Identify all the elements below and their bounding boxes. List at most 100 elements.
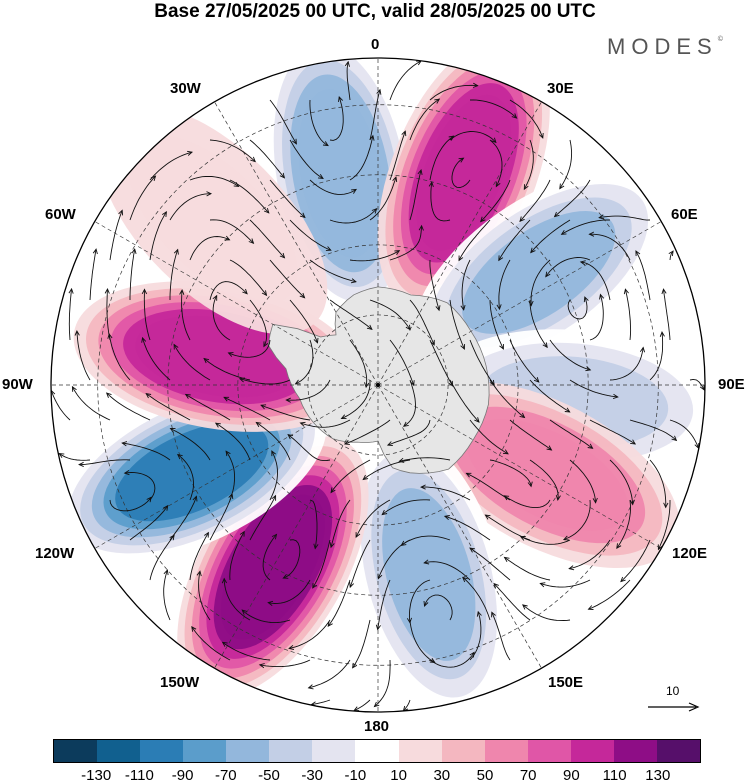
streamline-path [469,419,509,455]
streamline-arrowhead [131,248,137,255]
streamline [423,559,471,581]
streamline-arrowhead [271,494,277,501]
streamline-arrowhead [394,250,401,256]
streamline-path [589,233,631,261]
anomaly-blob-6 [349,433,508,712]
streamline-path [72,386,111,421]
streamline-arrowhead [639,346,646,353]
longitude-label-60w: 60W [45,206,76,223]
streamline-arrowhead [511,113,518,119]
longitude-label-90e: 90E [718,376,745,393]
streamline-arrowhead [458,255,464,262]
streamline [107,332,131,381]
streamline-arrowhead [583,296,589,303]
streamline-arrowhead [491,611,496,618]
streamline [327,579,351,627]
streamline-path [122,442,171,461]
colorbar-tick-label: 90 [563,767,580,784]
streamline-path [170,428,211,461]
streamline-arrowhead [279,252,286,259]
streamline [489,459,533,488]
streamline-arrowhead [118,209,124,216]
streamline-arrowhead [369,134,375,141]
streamline-path [353,699,371,712]
streamline-arrowhead [476,610,482,617]
streamline-path [109,497,152,512]
streamline-arrowhead [458,157,465,163]
streamline-path [309,259,357,283]
streamline-path [498,259,511,310]
streamline [269,179,306,219]
streamline-arrowhead [260,404,267,410]
streamline [529,379,571,413]
streamline [349,539,371,589]
streamline-arrowhead [163,569,169,576]
streamline-arrowhead [121,441,128,447]
streamline-arrowhead [169,534,175,541]
streamline-path [449,379,480,423]
streamline-arrowhead [564,407,571,413]
streamline-arrowhead [418,224,424,231]
streamline [214,422,251,461]
streamline-path [489,299,504,350]
streamline-arrowhead [503,495,510,501]
streamline [249,299,269,348]
streamline-path [330,459,371,493]
streamline-arrowhead [469,547,475,553]
streamline-path [389,60,422,101]
streamline [177,453,194,501]
anomaly-contour [298,89,383,258]
streamline-arrowhead [562,535,569,541]
streamline-path [352,619,371,669]
streamline-path [149,151,193,181]
streamline-arrowhead [460,343,466,350]
colorbar-swatch-6 [269,740,313,762]
colorbar [53,739,701,763]
streamline-path [108,333,131,381]
streamline [196,570,211,621]
streamline-arrowhead [146,496,152,503]
meridian-line [214,101,379,386]
streamline [528,259,551,307]
colorbar-swatch-12 [527,740,571,762]
streamline-path [76,330,91,381]
streamline-path [309,179,357,195]
colorbar-swatch-14 [613,740,657,762]
streamline [68,287,74,341]
streamline-arrowhead [313,337,319,344]
streamline [285,379,331,403]
streamline [529,300,548,349]
streamline-arrowhead [491,137,497,144]
streamline [402,379,416,427]
streamline [449,131,497,144]
streamline [289,219,332,251]
streamline-arrowhead [350,278,357,284]
streamline [287,433,331,462]
streamline-path [203,358,251,381]
streamline [249,494,277,541]
anomaly-blob-3 [412,170,665,375]
streamline-arrowhead [657,544,663,551]
streamline-arrowhead [588,231,595,237]
streamline-path [554,179,591,217]
streamline-path [209,219,254,244]
streamline [509,99,544,139]
streamline-arrowhead [294,379,301,385]
streamline-path [106,288,111,341]
streamline [398,457,451,463]
streamline-arrowhead [472,82,479,88]
longitude-label-30e: 30E [547,80,574,97]
streamline-arrowhead [68,287,74,294]
streamline [489,379,526,419]
streamline-arrowhead [261,290,268,297]
streamline-arrowhead [271,450,276,457]
streamline-path [189,175,239,187]
streamline-arrowhead [568,565,575,571]
streamline-path [289,299,318,343]
colorbar-swatch-15 [656,740,700,762]
streamline [553,179,591,218]
streamline [330,459,371,494]
streamline [522,604,571,622]
streamline [409,98,441,141]
streamline-path [59,453,91,461]
